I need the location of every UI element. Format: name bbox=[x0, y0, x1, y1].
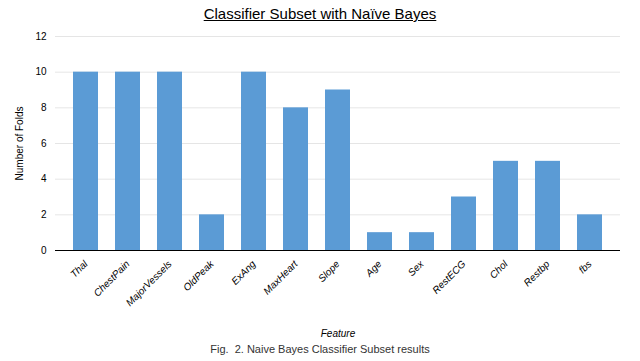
svg-text:8: 8 bbox=[41, 102, 47, 113]
html-text:Classifier Subset with Naïve B: Classifier Subset with Naïve Bayes bbox=[203, 5, 437, 22]
svg-text:Chol: Chol bbox=[487, 258, 510, 281]
svg-text:Sex: Sex bbox=[406, 258, 427, 279]
svg-text:OldPeak: OldPeak bbox=[181, 258, 217, 294]
svg-text:RestECG: RestECG bbox=[430, 258, 468, 296]
svg-text:ExAng: ExAng bbox=[229, 258, 258, 287]
svg-text:Feature: Feature bbox=[321, 328, 356, 339]
svg-text:0: 0 bbox=[41, 245, 47, 256]
html-text:Fig. 2. Naive Bayes Classifier: Fig. 2. Naive Bayes Classifier Subset re… bbox=[210, 343, 430, 355]
svg-text:6: 6 bbox=[41, 138, 47, 149]
svg-text:ChestPain: ChestPain bbox=[91, 258, 132, 299]
svg-text:12: 12 bbox=[35, 31, 47, 42]
svg-text:fbs: fbs bbox=[576, 258, 593, 275]
svg-text:MajorVessels: MajorVessels bbox=[124, 258, 174, 308]
svg-text:Restbp: Restbp bbox=[521, 258, 551, 288]
svg-text:4: 4 bbox=[41, 173, 47, 184]
svg-text:Thal: Thal bbox=[68, 258, 90, 280]
svg-text:Age: Age bbox=[363, 258, 384, 279]
svg-text:MaxHeart: MaxHeart bbox=[261, 257, 300, 296]
svg-text:Number of Folds: Number of Folds bbox=[14, 107, 25, 181]
svg-text:Slope: Slope bbox=[316, 258, 342, 284]
svg-text:10: 10 bbox=[35, 66, 47, 77]
svg-text:2: 2 bbox=[41, 209, 47, 220]
